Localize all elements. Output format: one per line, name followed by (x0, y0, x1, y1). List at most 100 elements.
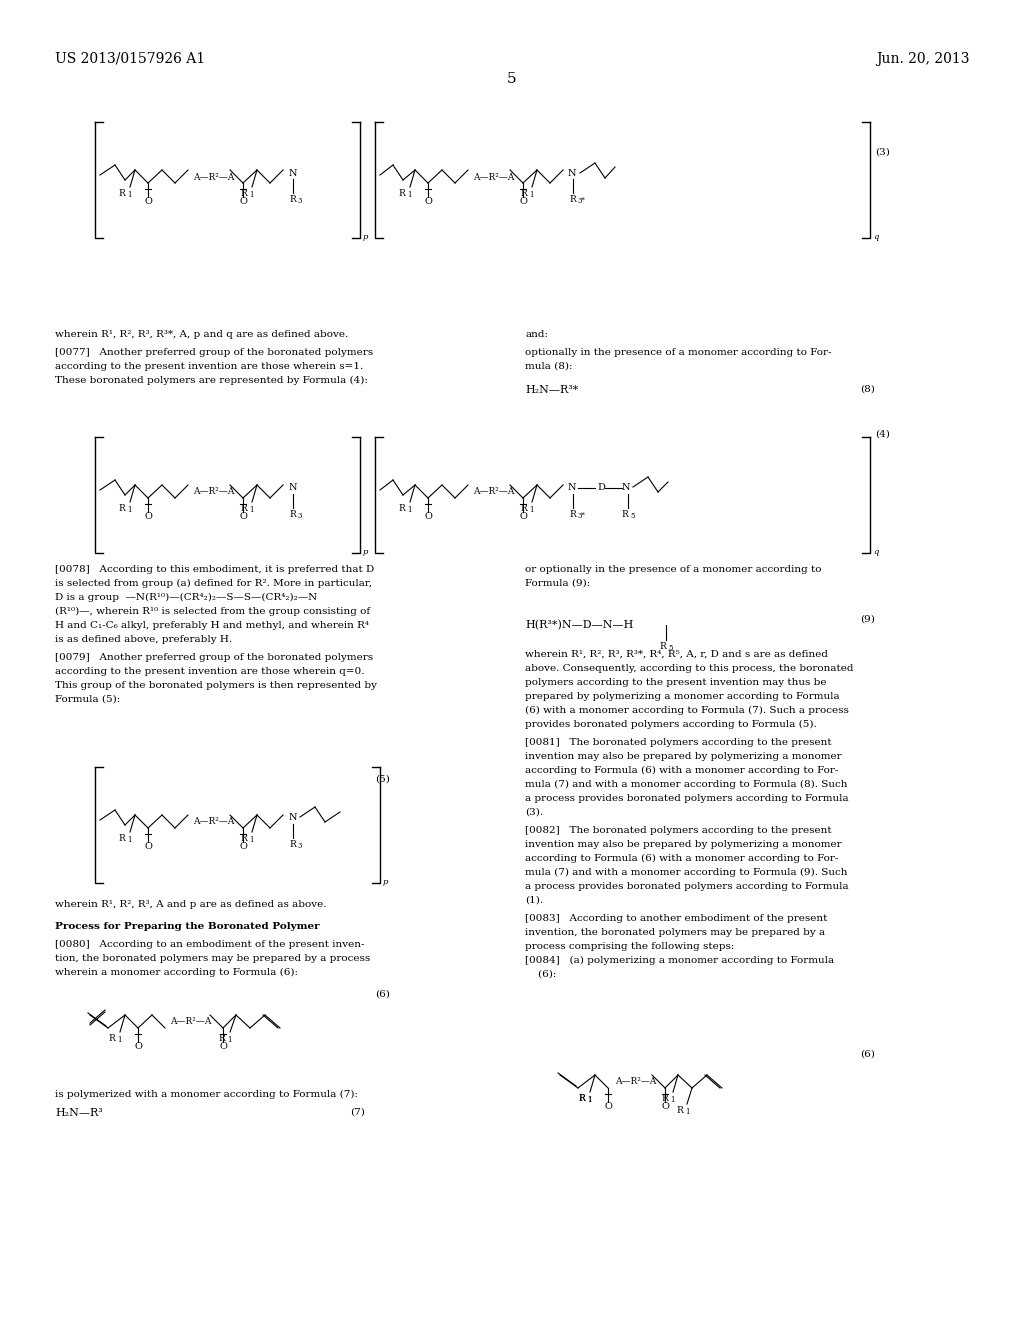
Text: Process for Preparing the Boronated Polymer: Process for Preparing the Boronated Poly… (55, 921, 319, 931)
Text: A—R²—A: A—R²—A (473, 173, 514, 181)
Text: according to the present invention are those wherein s=1.: according to the present invention are t… (55, 362, 364, 371)
Text: O: O (144, 512, 152, 521)
Text: 3*: 3* (578, 512, 586, 520)
Text: Formula (5):: Formula (5): (55, 696, 120, 704)
Text: (5): (5) (375, 775, 390, 784)
Text: [0079]   Another preferred group of the boronated polymers: [0079] Another preferred group of the bo… (55, 653, 373, 663)
Text: wherein R¹, R², R³, R³*, R⁴, R⁵, A, r, D and s are as defined: wherein R¹, R², R³, R³*, R⁴, R⁵, A, r, D… (525, 649, 828, 659)
Text: [0081]   The boronated polymers according to the present: [0081] The boronated polymers according … (525, 738, 831, 747)
Text: D: D (597, 483, 605, 492)
Text: R: R (659, 642, 667, 651)
Text: a process provides boronated polymers according to Formula: a process provides boronated polymers ac… (525, 795, 849, 803)
Text: (6): (6) (860, 1049, 874, 1059)
Text: 3: 3 (298, 842, 302, 850)
Text: R: R (219, 1034, 225, 1043)
Text: optionally in the presence of a monomer according to For-: optionally in the presence of a monomer … (525, 348, 831, 356)
Text: N: N (568, 169, 577, 177)
Text: and:: and: (525, 330, 548, 339)
Text: 1: 1 (529, 191, 534, 199)
Text: 1: 1 (587, 1096, 592, 1104)
Text: R: R (398, 504, 406, 513)
Text: 1: 1 (670, 1096, 675, 1104)
Text: O: O (219, 1041, 227, 1051)
Text: O: O (239, 197, 247, 206)
Text: R: R (579, 1094, 586, 1104)
Text: p: p (362, 234, 369, 242)
Text: mula (7) and with a monomer according to Formula (8). Such: mula (7) and with a monomer according to… (525, 780, 848, 789)
Text: (6):: (6): (525, 970, 556, 979)
Text: R: R (290, 195, 296, 205)
Text: mula (7) and with a monomer according to Formula (9). Such: mula (7) and with a monomer according to… (525, 869, 848, 876)
Text: (6) with a monomer according to Formula (7). Such a process: (6) with a monomer according to Formula … (525, 706, 849, 715)
Text: R: R (569, 195, 577, 205)
Text: O: O (424, 197, 432, 206)
Text: O: O (239, 842, 247, 851)
Text: invention may also be prepared by polymerizing a monomer: invention may also be prepared by polyme… (525, 840, 842, 849)
Text: p: p (383, 878, 388, 886)
Text: 1: 1 (127, 836, 131, 843)
Text: This group of the boronated polymers is then represented by: This group of the boronated polymers is … (55, 681, 377, 690)
Text: R: R (290, 510, 296, 519)
Text: These boronated polymers are represented by Formula (4):: These boronated polymers are represented… (55, 376, 368, 385)
Text: wherein a monomer according to Formula (6):: wherein a monomer according to Formula (… (55, 968, 298, 977)
Text: N: N (622, 483, 631, 492)
Text: A—R²—A: A—R²—A (193, 817, 234, 826)
Text: (9): (9) (860, 615, 874, 624)
Text: 1: 1 (117, 1036, 122, 1044)
Text: N: N (289, 483, 298, 492)
Text: N: N (289, 169, 298, 177)
Text: invention may also be prepared by polymerizing a monomer: invention may also be prepared by polyme… (525, 752, 842, 762)
Text: q: q (873, 548, 879, 556)
Text: invention, the boronated polymers may be prepared by a: invention, the boronated polymers may be… (525, 928, 825, 937)
Text: R: R (119, 189, 125, 198)
Text: 1: 1 (127, 506, 131, 513)
Text: A—R²—A: A—R²—A (193, 173, 234, 181)
Text: US 2013/0157926 A1: US 2013/0157926 A1 (55, 51, 205, 66)
Text: N: N (289, 813, 298, 822)
Text: Formula (9):: Formula (9): (525, 579, 590, 587)
Text: 3*: 3* (578, 197, 586, 205)
Text: 1: 1 (529, 506, 534, 513)
Text: O: O (604, 1102, 612, 1111)
Text: (1).: (1). (525, 896, 543, 906)
Text: is as defined above, preferably H.: is as defined above, preferably H. (55, 635, 232, 644)
Text: H(R³*)N—D—N—H: H(R³*)N—D—N—H (525, 620, 634, 631)
Text: 5: 5 (630, 512, 635, 520)
Text: R: R (241, 834, 248, 843)
Text: 1: 1 (249, 506, 254, 513)
Text: H and C₁-C₆ alkyl, preferably H and methyl, and wherein R⁴: H and C₁-C₆ alkyl, preferably H and meth… (55, 620, 369, 630)
Text: p: p (362, 548, 369, 556)
Text: a process provides boronated polymers according to Formula: a process provides boronated polymers ac… (525, 882, 849, 891)
Text: 1: 1 (127, 191, 131, 199)
Text: N: N (568, 483, 577, 492)
Text: R: R (290, 840, 296, 849)
Text: (3).: (3). (525, 808, 543, 817)
Text: according to the present invention are those wherein q=0.: according to the present invention are t… (55, 667, 365, 676)
Text: tion, the boronated polymers may be prepared by a process: tion, the boronated polymers may be prep… (55, 954, 371, 964)
Text: [0082]   The boronated polymers according to the present: [0082] The boronated polymers according … (525, 826, 831, 836)
Text: (4): (4) (874, 430, 890, 440)
Text: (3): (3) (874, 148, 890, 157)
Text: mula (8):: mula (8): (525, 362, 572, 371)
Text: (6): (6) (375, 990, 390, 999)
Text: (7): (7) (350, 1107, 365, 1117)
Text: (R¹⁰)—, wherein R¹⁰ is selected from the group consisting of: (R¹⁰)—, wherein R¹⁰ is selected from the… (55, 607, 370, 616)
Text: or optionally in the presence of a monomer according to: or optionally in the presence of a monom… (525, 565, 821, 574)
Text: 5: 5 (668, 644, 673, 652)
Text: H₂N—R³*: H₂N—R³* (525, 385, 579, 395)
Text: O: O (662, 1102, 669, 1111)
Text: R: R (109, 1034, 116, 1043)
Text: A—R²—A: A—R²—A (170, 1018, 211, 1027)
Text: R: R (677, 1106, 683, 1115)
Text: R: R (520, 189, 527, 198)
Text: [0083]   According to another embodiment of the present: [0083] According to another embodiment o… (525, 913, 827, 923)
Text: process comprising the following steps:: process comprising the following steps: (525, 942, 734, 950)
Text: according to Formula (6) with a monomer according to For-: according to Formula (6) with a monomer … (525, 766, 839, 775)
Text: 3: 3 (298, 197, 302, 205)
Text: is polymerized with a monomer according to Formula (7):: is polymerized with a monomer according … (55, 1090, 358, 1100)
Text: O: O (144, 197, 152, 206)
Text: 3: 3 (298, 512, 302, 520)
Text: R: R (662, 1094, 669, 1104)
Text: A—R²—A: A—R²—A (473, 487, 514, 496)
Text: polymers according to the present invention may thus be: polymers according to the present invent… (525, 678, 826, 686)
